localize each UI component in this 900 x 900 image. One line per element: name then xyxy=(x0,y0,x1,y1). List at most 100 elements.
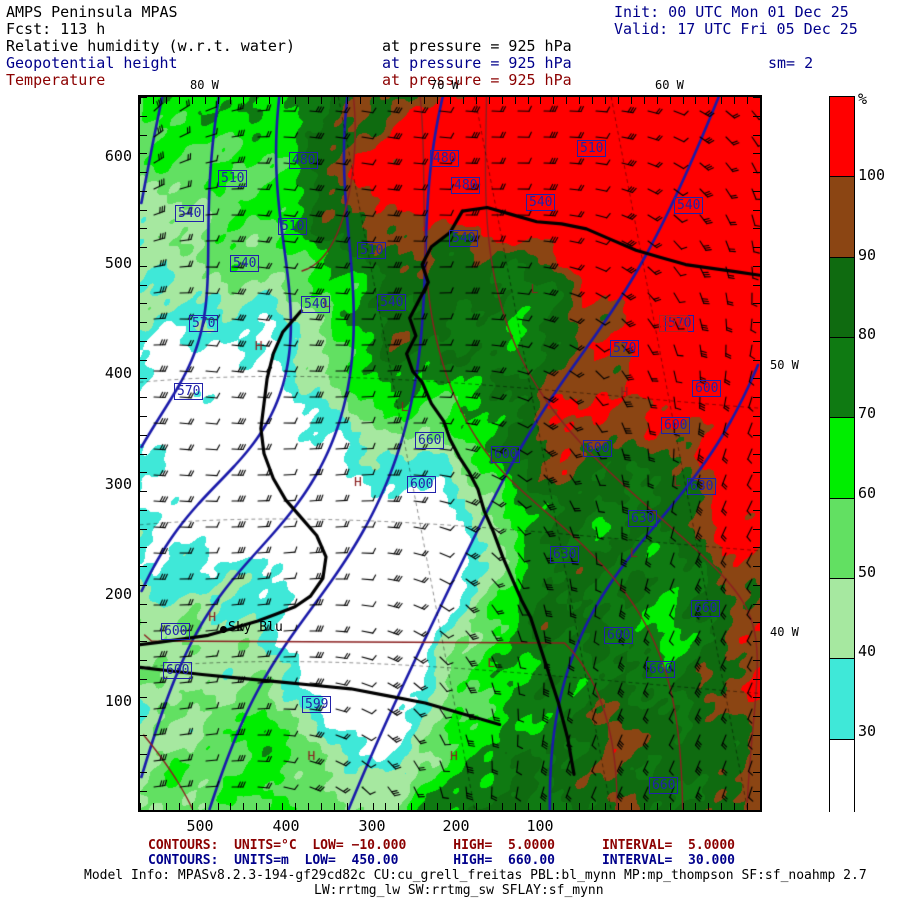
axis-tick-y xyxy=(140,604,147,605)
axis-tick-x xyxy=(347,97,348,104)
axis-tick-x xyxy=(695,97,696,104)
contour-label-height-480-4: 480 xyxy=(430,150,460,167)
axis-tick-y xyxy=(140,228,147,229)
axis-tick-x xyxy=(747,803,748,810)
axis-tick-y xyxy=(140,491,147,492)
contour-label-height-570-13: 570 xyxy=(189,315,219,332)
colorbar-tick-90: 90 xyxy=(858,245,877,264)
axis-tick-x xyxy=(644,97,645,104)
axis-tick-x xyxy=(437,803,438,810)
axis-tick-y xyxy=(753,341,760,342)
axis-tick-y xyxy=(140,435,147,436)
axis-tick-y xyxy=(753,660,760,661)
colorbar-tick-80: 80 xyxy=(858,325,877,343)
contour-label-height-510-0: 510 xyxy=(218,170,248,187)
colorbar-tick-70: 70 xyxy=(858,404,877,423)
contour-label-height-660-28: 660 xyxy=(646,661,676,678)
axis-tick-x xyxy=(515,97,516,104)
axis-tick-y xyxy=(140,247,147,248)
axis-tick-x xyxy=(256,97,257,104)
axis-tick-y xyxy=(140,397,147,398)
axis-tick-x xyxy=(502,97,503,104)
axis-tick-x xyxy=(657,803,658,810)
axis-tick-x xyxy=(734,803,735,810)
axis-tick-y xyxy=(140,529,147,530)
axis-tick-x xyxy=(373,97,374,104)
colorbar[interactable] xyxy=(829,96,855,819)
axis-tick-x xyxy=(579,803,580,810)
contour-label-height-600-31: 600 xyxy=(163,662,193,679)
axis-tick-y xyxy=(140,97,147,98)
header-field-height: Geopotential height xyxy=(6,54,178,72)
axis-tick-x xyxy=(695,803,696,810)
axis-tick-y xyxy=(140,547,147,548)
axis-tick-x xyxy=(708,803,709,810)
axis-tick-x xyxy=(218,803,219,810)
axis-tick-x xyxy=(373,803,374,810)
axis-tick-x xyxy=(631,97,632,104)
axis-tick-y xyxy=(140,172,147,173)
axis-tick-y xyxy=(753,135,760,136)
axis-tick-x xyxy=(747,97,748,104)
axis-tick-y xyxy=(753,585,760,586)
axis-tick-y xyxy=(140,454,147,455)
axis-tick-x xyxy=(269,97,270,104)
contour-label-height-510-10: 510 xyxy=(357,242,387,259)
contour-label-height-660-29: 660 xyxy=(649,777,679,794)
axis-tick-x xyxy=(308,97,309,104)
axis-tick-y xyxy=(753,116,760,117)
axis-tick-y xyxy=(753,210,760,211)
axis-tick-y xyxy=(140,791,147,792)
axis-tick-y xyxy=(753,716,760,717)
axis-tick-x xyxy=(515,803,516,810)
footer-model-info-2: LW:rrtmg_lw SW:rrtmg_sw SFLAY:sf_mynn xyxy=(314,883,604,898)
axis-tick-x xyxy=(540,97,541,104)
axis-tick-y xyxy=(140,622,147,623)
axis-tick-x xyxy=(489,97,490,104)
axis-tick-y xyxy=(753,791,760,792)
colorbar-segment-100 xyxy=(830,97,854,177)
y-tick-500: 500 xyxy=(104,254,132,272)
axis-tick-x xyxy=(140,803,141,810)
colorbar-tick-100: 100 xyxy=(858,166,886,185)
axis-tick-y xyxy=(140,510,147,511)
colorbar-segment-90 xyxy=(830,176,854,257)
axis-tick-x xyxy=(166,803,167,810)
station-marker-dot xyxy=(220,626,227,633)
axis-tick-x xyxy=(502,803,503,810)
axis-tick-x xyxy=(670,97,671,104)
axis-tick-y xyxy=(140,810,147,811)
axis-tick-y xyxy=(753,228,760,229)
weather-map-canvas[interactable] xyxy=(140,97,760,810)
axis-tick-x xyxy=(269,803,270,810)
axis-tick-x xyxy=(605,97,606,104)
axis-tick-x xyxy=(179,97,180,104)
axis-tick-x xyxy=(140,97,141,104)
axis-tick-y xyxy=(140,191,147,192)
colorbar-segment-80 xyxy=(830,256,854,337)
contour-label-height-540-12: 540 xyxy=(449,230,479,247)
axis-tick-x xyxy=(463,97,464,104)
axis-tick-x xyxy=(256,803,257,810)
x-tick-400: 400 xyxy=(272,817,300,835)
colorbar-segment-70 xyxy=(830,336,854,418)
axis-tick-y xyxy=(753,622,760,623)
axis-tick-x xyxy=(489,803,490,810)
colorbar-tick-60: 60 xyxy=(858,483,877,502)
axis-tick-x xyxy=(230,97,231,104)
axis-tick-y xyxy=(753,735,760,736)
axis-tick-x xyxy=(579,97,580,104)
axis-tick-x xyxy=(450,97,451,104)
axis-tick-x xyxy=(411,803,412,810)
lon-label-top-80w: 80 W xyxy=(190,78,219,92)
x-tick-200: 200 xyxy=(442,817,470,835)
y-tick-400: 400 xyxy=(104,364,132,382)
map-plot-area[interactable]: 510 480 540 510 480 480 510 540 540 540 510 540 540 5… xyxy=(138,95,762,812)
contour-label-height-510-3: 510 xyxy=(278,218,308,235)
lon-label-top-70w: 70 W xyxy=(430,78,459,92)
contour-label-height-600-20: 600 xyxy=(661,417,691,434)
footer-model-info: Model Info: MPASv8.2.3-194-gf29cd82c CU:… xyxy=(84,868,867,883)
axis-tick-y xyxy=(140,416,147,417)
axis-tick-y xyxy=(753,491,760,492)
contour-label-height-600-21: 600 xyxy=(583,440,613,457)
